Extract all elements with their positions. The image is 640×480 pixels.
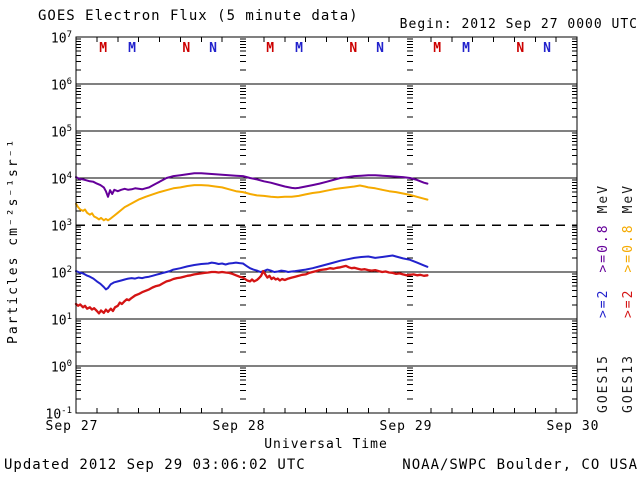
updated-timestamp: Updated 2012 Sep 29 03:06:02 UTC <box>4 457 306 473</box>
event-marker-n: N <box>349 41 358 56</box>
x-tick-label-sep-27: Sep 27 <box>45 419 99 434</box>
y-tick-label-10e5: 105 <box>50 124 72 141</box>
y-tick-label-10e1: 101 <box>50 312 72 329</box>
y-tick-label-10e7: 107 <box>50 30 72 47</box>
event-marker-n: N <box>516 41 525 56</box>
legend-column-goes15: GOES15 >=2 >=0.8 MeV <box>595 184 613 413</box>
event-marker-m: M <box>433 41 442 56</box>
series-goes15-2-mev <box>75 254 429 291</box>
event-marker-n: N <box>209 41 217 56</box>
chart-title: GOES Electron Flux (5 minute data) <box>38 8 359 24</box>
x-tick-label-sep-28: Sep 28 <box>212 419 266 434</box>
legend-entry-mev: MeV <box>621 183 636 214</box>
event-marker-m: M <box>128 41 136 56</box>
legend-entry-mev: MeV <box>596 183 611 214</box>
y-tick-label-10e0: 100 <box>50 359 72 376</box>
legend-entry--0.8: >=0.8 <box>621 223 636 273</box>
y-tick-label-10e6: 106 <box>50 77 72 94</box>
legend-entry--2: >=2 <box>596 288 611 319</box>
legend-entry-goes13: GOES13 <box>621 354 636 413</box>
y-tick-label-10e3: 103 <box>50 218 72 235</box>
event-marker-m: M <box>266 41 275 56</box>
y-axis-title: Particles cm⁻²s⁻¹sr⁻¹ <box>6 137 21 344</box>
event-marker-n: N <box>182 41 191 56</box>
legend-column-goes13: GOES13 >=2 >=0.8 MeV <box>620 184 638 413</box>
y-tick-label-10e4: 104 <box>50 171 72 188</box>
x-tick-label-sep-29: Sep 29 <box>379 419 433 434</box>
legend-entry--0.8: >=0.8 <box>596 223 611 273</box>
begin-time-label: Begin: 2012 Sep 27 0000 UTC <box>399 17 638 32</box>
series-goes13-0-8-mev <box>75 184 429 222</box>
event-marker-m: M <box>99 41 108 56</box>
event-marker-m: M <box>295 41 303 56</box>
plot-frame <box>75 36 578 414</box>
series-goes15-0-8-mev <box>75 172 429 198</box>
event-marker-m: M <box>462 41 470 56</box>
source-attribution: NOAA/SWPC Boulder, CO USA <box>402 457 638 473</box>
event-marker-n: N <box>376 41 384 56</box>
legend-entry--2: >=2 <box>621 288 636 319</box>
legend-entry-goes15: GOES15 <box>596 354 611 413</box>
y-tick-label-10e2: 102 <box>50 265 72 282</box>
series-goes13-2-mev <box>74 264 429 315</box>
event-marker-n: N <box>543 41 551 56</box>
y-tick-label-10e-1: 10-1 <box>45 406 73 423</box>
x-axis-title: Universal Time <box>264 437 388 452</box>
x-tick-label-sep-30: Sep 30 <box>546 419 600 434</box>
